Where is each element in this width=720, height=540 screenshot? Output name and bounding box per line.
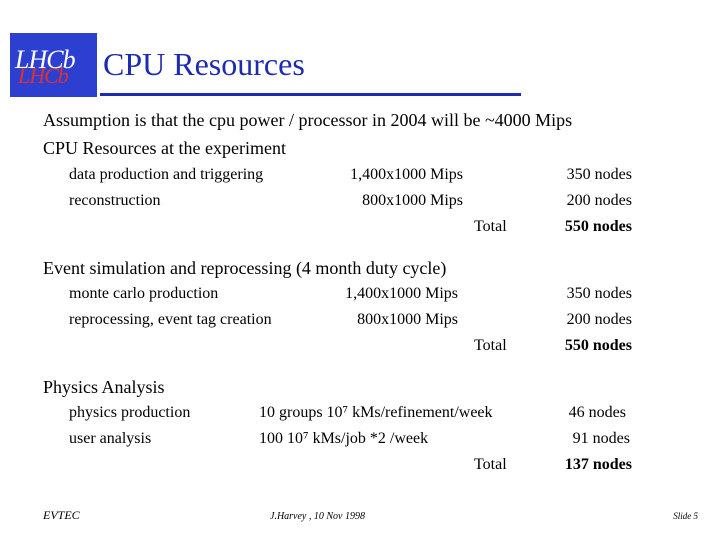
logo: LHCb LHCb	[10, 33, 97, 97]
section-heading: CPU Resources at the experiment	[43, 138, 286, 158]
footer-right: Slide 5	[673, 511, 698, 521]
row-power: 100 10⁷ kMs/job *2 /week	[259, 430, 429, 447]
section-heading: Physics Analysis	[43, 377, 165, 397]
row-power: 10 groups 10⁷ kMs/refinement/week	[259, 404, 493, 421]
footer-left: EVTEC	[43, 508, 80, 522]
row-label: user analysis	[69, 430, 152, 447]
title-rule	[100, 93, 521, 96]
row-nodes: 200 nodes	[566, 192, 632, 209]
row-nodes: 350 nodes	[566, 166, 632, 183]
row-label: physics production	[69, 404, 191, 421]
row-power: 1,400x1000 Mips	[350, 166, 463, 183]
footer-center: J.Harvey , 10 Nov 1998	[270, 511, 365, 522]
total-label: Total	[474, 218, 507, 235]
row-power: 800x1000 Mips	[362, 192, 463, 209]
row-power: 800x1000 Mips	[357, 311, 458, 328]
row-label: data production and triggering	[69, 166, 264, 183]
logo-shadow-text: LHCb	[18, 63, 69, 88]
row-nodes: 46 nodes	[568, 404, 626, 421]
total-nodes: 137 nodes	[564, 456, 632, 473]
row-power: 1,400x1000 Mips	[345, 285, 458, 302]
total-nodes: 550 nodes	[564, 337, 632, 354]
section-heading: Event simulation and reprocessing (4 mon…	[43, 258, 447, 278]
row-nodes: 200 nodes	[566, 311, 632, 328]
row-nodes: 350 nodes	[566, 285, 632, 302]
row-label: reprocessing, event tag creation	[69, 311, 272, 328]
slide-title: CPU Resources	[103, 46, 305, 82]
row-nodes: 91 nodes	[572, 430, 630, 447]
logo-text: LHCb	[15, 45, 76, 74]
row-label: reconstruction	[69, 192, 161, 209]
total-label: Total	[474, 456, 507, 473]
row-label: monte carlo production	[69, 285, 219, 302]
total-label: Total	[474, 337, 507, 354]
total-nodes: 550 nodes	[564, 218, 632, 235]
assumption: Assumption is that the cpu power / proce…	[43, 110, 573, 130]
